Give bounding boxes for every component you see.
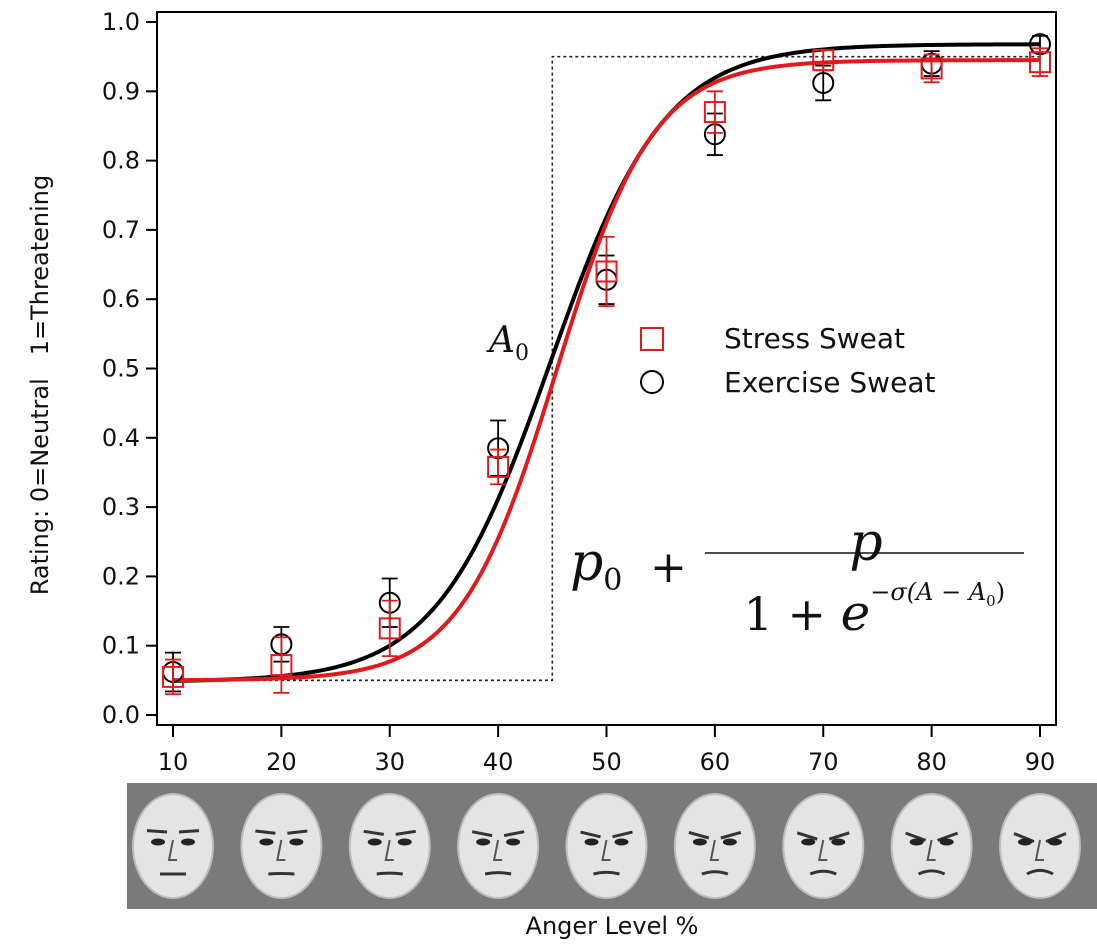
face-oval <box>567 794 647 898</box>
face-image <box>675 794 755 898</box>
x-tick-label: 70 <box>808 748 839 776</box>
y-tick-label: 0.6 <box>102 285 140 313</box>
x-tick-label: 30 <box>374 748 405 776</box>
face-strip-images <box>133 794 1080 898</box>
y-tick-label: 0.7 <box>102 216 140 244</box>
x-tick-label: 90 <box>1025 748 1056 776</box>
y-tick-label: 0.4 <box>102 424 140 452</box>
face-right-eye <box>506 839 520 846</box>
y-tick-label: 0.9 <box>102 77 140 105</box>
face-oval <box>241 794 321 898</box>
legend-marker-stress <box>641 328 663 350</box>
face-right-eye <box>615 839 629 846</box>
x-tick-label: 40 <box>483 748 514 776</box>
face-image <box>133 794 213 898</box>
face-right-brow <box>179 831 199 832</box>
y-axis: 0.0 0.1 0.2 0.3 0.4 0.5 0.6 0.7 0.8 0.9 1.0 <box>102 8 157 729</box>
legend-marker-exercise <box>641 371 663 393</box>
face-image <box>1000 794 1080 898</box>
y-tick-label: 1.0 <box>102 8 140 36</box>
face-right-eye <box>940 839 954 846</box>
face-oval <box>133 794 213 898</box>
x-tick-label: 50 <box>591 748 622 776</box>
y-tick-label: 0.5 <box>102 355 140 383</box>
face-right-eye <box>398 839 412 846</box>
face-oval <box>1000 794 1080 898</box>
face-left-eye <box>259 839 273 846</box>
face-image <box>241 794 321 898</box>
y-axis-title: Rating: 0=Neutral 1=Threatening <box>26 175 54 596</box>
face-oval <box>350 794 430 898</box>
face-right-eye <box>181 839 195 846</box>
y-tick-label: 0.8 <box>102 147 140 175</box>
face-image <box>350 794 430 898</box>
face-image <box>783 794 863 898</box>
face-image <box>458 794 538 898</box>
sigmoid-equation: p0 + p 1 + e−σ(A − A0) <box>570 513 1031 642</box>
face-mouth <box>485 873 511 874</box>
face-mouth <box>377 873 403 874</box>
face-left-eye <box>368 839 382 846</box>
x-tick-label: 20 <box>266 748 297 776</box>
x-axis-title: Anger Level % <box>526 912 699 940</box>
face-left-eye <box>585 839 599 846</box>
face-image <box>892 794 972 898</box>
y-tick-label: 0.2 <box>102 562 140 590</box>
y-tick-label: 0.1 <box>102 632 140 660</box>
face-left-eye <box>476 839 490 846</box>
face-left-eye <box>151 839 165 846</box>
face-image <box>567 794 647 898</box>
face-left-eye <box>1018 839 1032 846</box>
x-tick-label: 10 <box>158 748 189 776</box>
legend: Stress Sweat Exercise Sweat <box>641 322 935 399</box>
face-right-eye <box>723 839 737 846</box>
face-left-eye <box>801 839 815 846</box>
face-oval <box>675 794 755 898</box>
y-tick-label: 0.3 <box>102 493 140 521</box>
equation-p0: p0 <box>570 533 622 598</box>
y-tick-label: 0.0 <box>102 701 140 729</box>
face-left-eye <box>693 839 707 846</box>
equation-denominator: 1 + e−σ(A − A0) <box>708 578 1031 642</box>
equation-plus: + <box>650 542 687 593</box>
face-right-eye <box>831 839 845 846</box>
x-axis: 10 20 30 40 50 60 70 80 90 <box>158 725 1056 776</box>
face-oval <box>892 794 972 898</box>
equation-numerator: p <box>849 513 882 573</box>
face-left-eye <box>910 839 924 846</box>
face-left-brow <box>147 831 167 832</box>
face-right-eye <box>289 839 303 846</box>
legend-label-exercise: Exercise Sweat <box>724 366 935 399</box>
face-oval <box>458 794 538 898</box>
a0-annotation: A0 <box>486 320 529 366</box>
face-oval <box>783 794 863 898</box>
x-tick-label: 60 <box>700 748 731 776</box>
legend-label-stress: Stress Sweat <box>724 322 905 355</box>
face-right-eye <box>1048 839 1062 846</box>
x-tick-label: 80 <box>916 748 947 776</box>
